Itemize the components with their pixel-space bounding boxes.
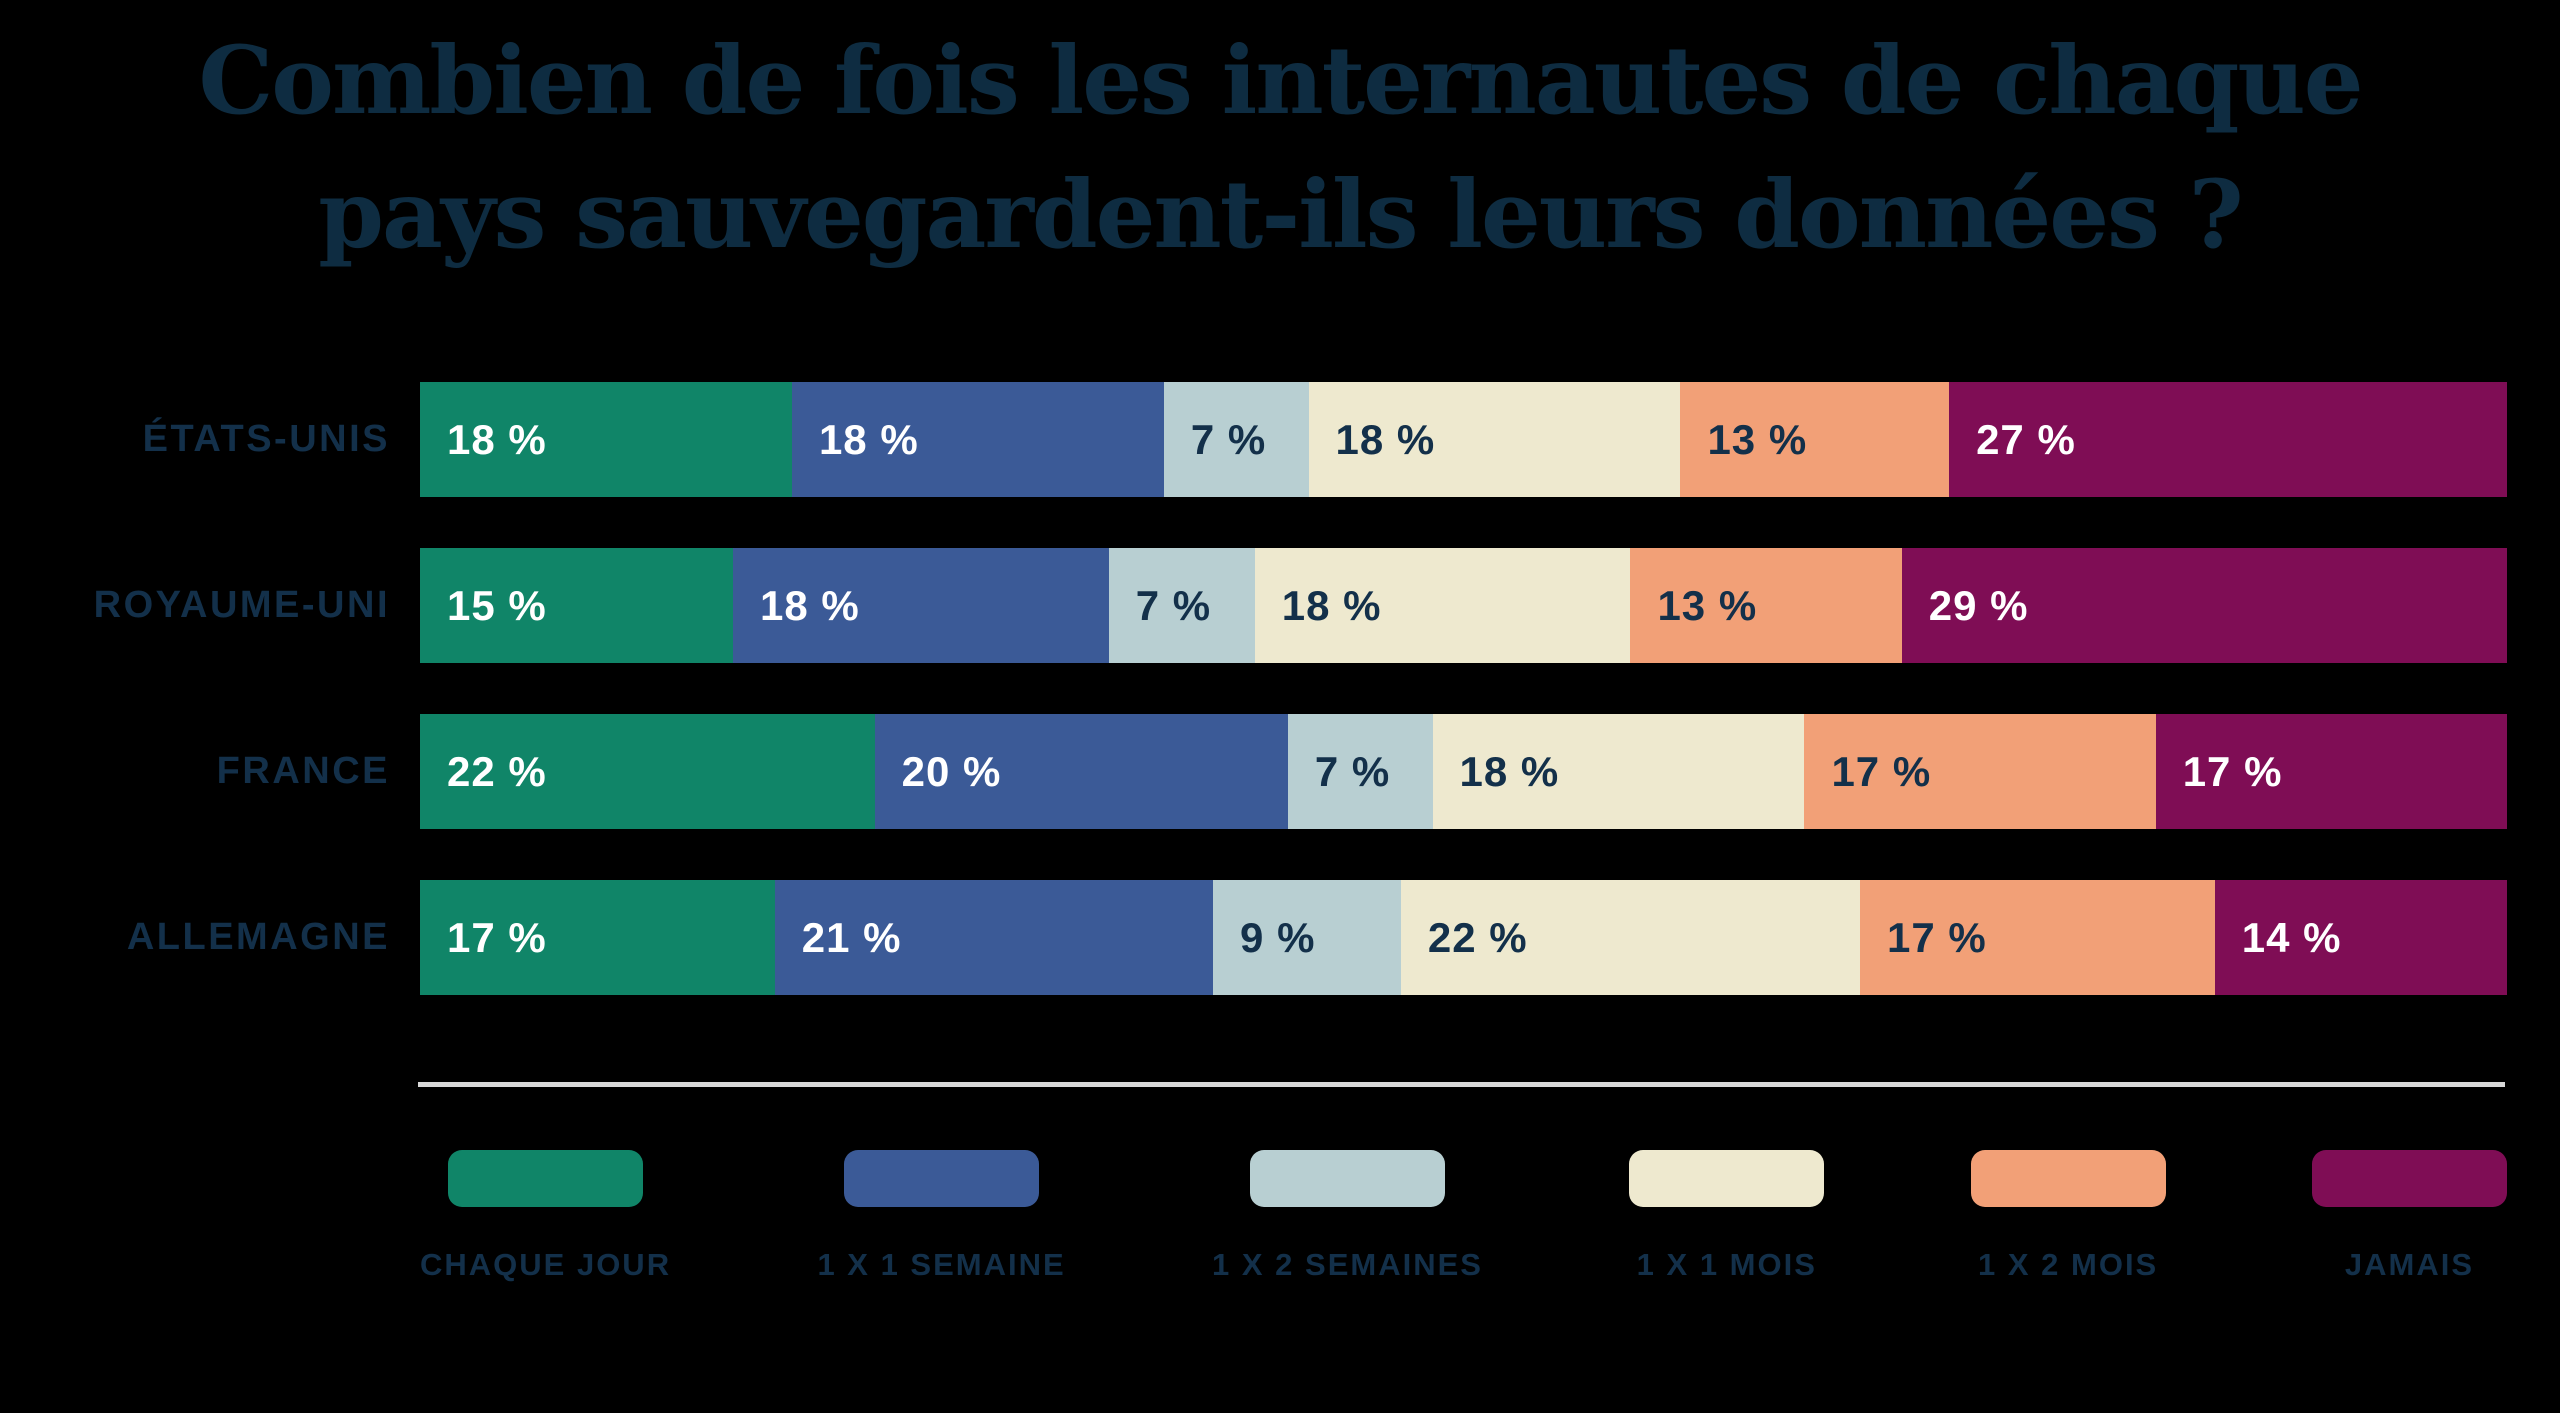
legend-label: 1 X 1 MOIS [1636, 1247, 1817, 1282]
country-label: FRANCE [216, 750, 390, 792]
bar-track: 22 % 20 % 7 % 18 % 17 % 17 % [420, 714, 2507, 829]
country-label: ROYAUME-UNI [93, 584, 390, 626]
legend-item: CHAQUE JOUR [420, 1150, 671, 1283]
bar-segment: 21 % [774, 880, 1214, 995]
bar-segment: 9 % [1213, 880, 1401, 995]
legend-swatch [448, 1150, 644, 1207]
legend-swatch [1629, 1150, 1825, 1207]
bar-segment: 18 % [1254, 548, 1631, 663]
legend-item: 1 X 2 SEMAINES [1212, 1150, 1483, 1283]
segment-value-label: 18 % [447, 415, 547, 463]
bar-segment: 17 % [420, 880, 775, 995]
segment-value-label: 15 % [447, 581, 547, 629]
bar-segment: 18 % [1432, 714, 1805, 829]
bar-track: 15 % 18 % 7 % 18 % 13 % 29 % [420, 548, 2507, 663]
segment-value-label: 9 % [1240, 913, 1316, 961]
bar-segment: 14 % [2214, 880, 2507, 995]
segment-value-label: 18 % [818, 415, 919, 463]
legend-label: 1 X 1 SEMAINE [817, 1247, 1066, 1282]
chart-title-line-1: Combien de fois les internautes de chaqu… [198, 26, 2363, 136]
legend-swatch [1970, 1150, 2166, 1207]
segment-value-label: 27 % [1976, 415, 2076, 463]
country-label: ÉTATS-UNIS [142, 418, 390, 460]
segment-value-label: 18 % [1335, 415, 1436, 463]
legend-item: JAMAIS [2311, 1150, 2507, 1283]
legend-item: 1 X 1 MOIS [1629, 1150, 1825, 1283]
legend-label: CHAQUE JOUR [420, 1247, 672, 1282]
segment-value-label: 14 % [2241, 913, 2342, 961]
bar-segment: 13 % [1630, 548, 1902, 663]
segment-value-label: 13 % [1707, 415, 1808, 463]
bar-row: ROYAUME-UNI 15 % 18 % 7 % 18 % 13 % 29 % [0, 548, 2507, 663]
bar-row: ÉTATS-UNIS 18 % 18 % 7 % 18 % 13 % 27 % [0, 382, 2507, 497]
segment-value-label: 18 % [760, 581, 860, 629]
bar-segment: 22 % [420, 714, 875, 829]
bar-segment: 27 % [1949, 382, 2507, 497]
segment-value-label: 22 % [447, 747, 547, 795]
segment-value-label: 22 % [1427, 913, 1528, 961]
legend-item: 1 X 2 MOIS [1970, 1150, 2166, 1283]
segment-value-label: 17 % [447, 913, 547, 961]
bar-segment: 18 % [791, 382, 1164, 497]
bar-segment: 17 % [2155, 714, 2507, 829]
bar-segment: 7 % [1108, 548, 1255, 663]
segment-value-label: 18 % [1281, 581, 1382, 629]
bar-row: ALLEMAGNE 17 % 21 % 9 % 22 % 17 % 14 % [0, 880, 2507, 995]
segment-value-label: 7 % [1314, 747, 1391, 795]
segment-value-label: 18 % [1459, 747, 1560, 795]
bar-segment: 29 % [1901, 548, 2507, 663]
legend-separator-line [418, 1082, 2505, 1087]
legend-label: 1 X 2 SEMAINES [1212, 1247, 1483, 1282]
bar-segment: 15 % [420, 548, 734, 663]
legend-label: 1 X 2 MOIS [1978, 1247, 2159, 1282]
segment-value-label: 13 % [1657, 581, 1758, 629]
bar-segment: 17 % [1860, 880, 2215, 995]
bar-segment: 22 % [1400, 880, 1860, 995]
legend-swatch [2311, 1150, 2507, 1207]
segment-value-label: 29 % [1928, 581, 2029, 629]
bar-segment: 7 % [1287, 714, 1433, 829]
bar-segment: 18 % [1308, 382, 1681, 497]
segment-value-label: 20 % [901, 747, 1002, 795]
segment-value-label: 17 % [1831, 747, 1932, 795]
segment-value-label: 21 % [801, 913, 902, 961]
legend-label: JAMAIS [2344, 1247, 2475, 1282]
bar-segment: 18 % [733, 548, 1109, 663]
bar-row: FRANCE 22 % 20 % 7 % 18 % 17 % 17 % [0, 714, 2507, 829]
bar-rows: ÉTATS-UNIS 18 % 18 % 7 % 18 % 13 % 27 % ROYAUME… [0, 382, 2507, 1046]
legend-swatch [844, 1150, 1040, 1207]
chart-title-line-2: pays sauvegardent-ils leurs données ? [318, 160, 2244, 270]
bar-track: 17 % 21 % 9 % 22 % 17 % 14 % [420, 880, 2507, 995]
segment-value-label: 17 % [1887, 913, 1987, 961]
legend: CHAQUE JOUR 1 X 1 SEMAINE 1 X 2 SEMAINES 1 … [420, 1150, 2507, 1283]
legend-swatch [1249, 1150, 1445, 1207]
segment-value-label: 17 % [2182, 747, 2283, 795]
bar-segment: 18 % [420, 382, 792, 497]
segment-value-label: 7 % [1135, 581, 1212, 629]
bar-segment: 20 % [874, 714, 1288, 829]
segment-value-label: 7 % [1190, 415, 1267, 463]
bar-segment: 13 % [1680, 382, 1950, 497]
legend-item: 1 X 1 SEMAINE [817, 1150, 1065, 1283]
bar-track: 18 % 18 % 7 % 18 % 13 % 27 % [420, 382, 2507, 497]
chart-title: Combien de fois les internautes de chaqu… [0, 14, 2560, 282]
country-label: ALLEMAGNE [126, 916, 390, 958]
bar-segment: 17 % [1804, 714, 2156, 829]
bar-segment: 7 % [1163, 382, 1309, 497]
